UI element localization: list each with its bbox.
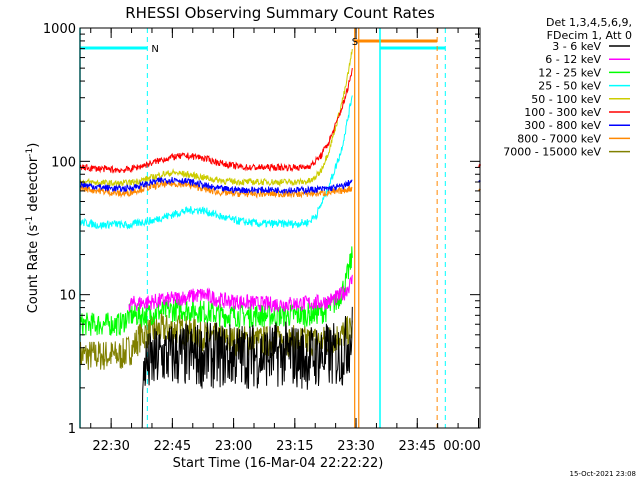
y-axis-label-part: detector: [26, 156, 41, 216]
night-marker-label: N: [151, 44, 158, 55]
y-axis-label-sup: -1: [25, 216, 35, 225]
legend: Det 1,3,4,5,6,9,FDecim 1, Att 03 - 6 keV…: [503, 16, 632, 159]
y-tick-label: 1: [68, 422, 76, 437]
y-axis-label-sup: -1: [25, 148, 35, 157]
plot-frame: [79, 27, 481, 429]
series-line-12-25-kev: [79, 246, 353, 336]
legend-header: Det 1,3,4,5,6,9,: [546, 16, 632, 29]
legend-label: 12 - 25 keV: [538, 66, 601, 79]
y-axis-label: Count Rate (s-1 detector-1): [25, 143, 41, 314]
y-axis-ticks: 1 10 100 1000: [43, 22, 480, 437]
legend-label: 7000 - 15000 keV: [503, 146, 601, 159]
y-tick-label: 1000: [43, 22, 76, 37]
x-axis-label: Start Time (16-Mar-04 22:22:22): [173, 456, 384, 471]
x-tick-label: 23:15: [276, 439, 313, 454]
legend-label: 3 - 6 keV: [552, 40, 601, 53]
y-tick-label: 10: [59, 289, 76, 304]
saa-marker-label: S: [352, 37, 358, 48]
legend-label: 50 - 100 keV: [531, 93, 601, 106]
series-line-300-800-kev: [79, 176, 353, 196]
x-tick-label: 23:00: [215, 439, 252, 454]
legend-header: FDecim 1, Att 0: [547, 29, 632, 42]
legend-label: 6 - 12 keV: [545, 53, 601, 66]
series-line-6-12-kev: [128, 274, 353, 314]
chart-title: RHESSI Observing Summary Count Rates: [125, 4, 435, 22]
series-line-3-6-kev: [141, 306, 353, 429]
series-line-25-50-kev: [79, 95, 353, 230]
legend-label: 300 - 800 keV: [524, 119, 601, 132]
x-tick-label: 00:00: [443, 439, 480, 454]
series-line-100-300-kev: [79, 68, 353, 174]
y-axis-label-part: Count Rate (s: [26, 225, 41, 314]
y-axis-label-part: ): [26, 143, 41, 148]
x-axis-ticks: 22:30 22:45 23:00 23:15 23:30 23:45 00:00: [90, 28, 481, 454]
x-tick-label: 22:30: [92, 439, 129, 454]
legend-label: 800 - 7000 keV: [517, 132, 601, 145]
series-layer: [79, 49, 481, 429]
legend-label: 25 - 50 keV: [538, 80, 601, 93]
x-tick-label: 23:45: [399, 439, 436, 454]
x-tick-label: 23:30: [337, 439, 374, 454]
y-tick-label: 100: [51, 155, 76, 170]
x-tick-label: 22:45: [154, 439, 191, 454]
timestamp: 15-Oct-2021 23:08: [570, 470, 636, 478]
series-line-50-100-kev: [79, 49, 353, 188]
legend-label: 100 - 300 keV: [524, 106, 601, 119]
